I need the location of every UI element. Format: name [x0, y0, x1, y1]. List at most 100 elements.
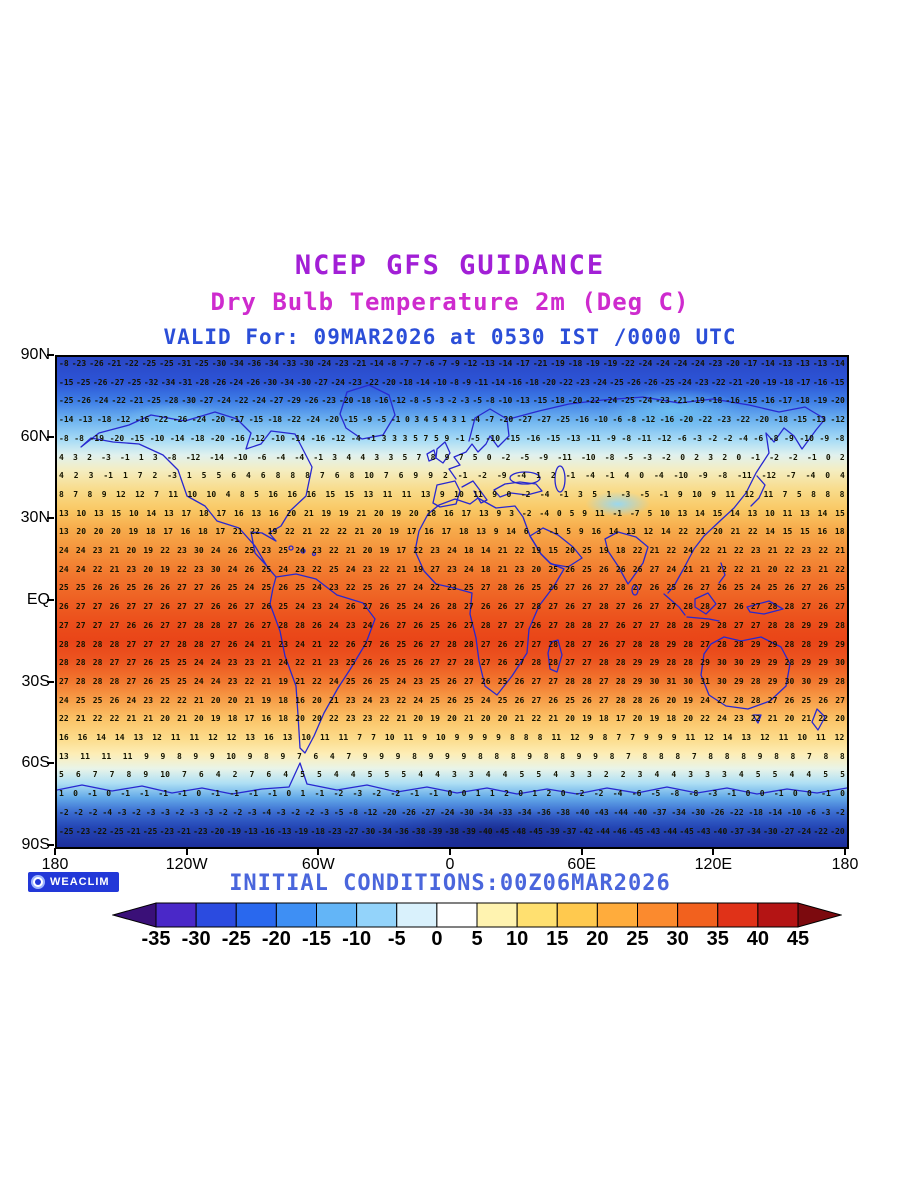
colorbar-tick-label: 40: [746, 928, 769, 950]
temperature-row: -25 -26 -24 -22 -21 -25 -28 -30 -27 -24 -22 -24 -27-…: [59, 396, 845, 406]
chart-title: NCEP GFS GUIDANCE: [294, 250, 606, 281]
colorbar-tick-label: 20: [586, 928, 609, 950]
temperature-row: 5 6 7 7 8 9 10 7 6 4 2 7 6 4 5 5 4 4 5 5 5 4 4 3 3 4 4 5 5 4 3 3 2 2 3 4 4 3 3…: [59, 770, 845, 780]
colorbar-tick-label: 45: [786, 928, 810, 950]
temperature-row: 8 7 8 9 12 12 7 11 10 10 4 8 5 16 16 16 15 15 13 11 11 13 9 10 1…: [59, 489, 845, 499]
temperature-row: -8 -8 -19 -20 -15 -10 -14 -18 -20 -16 -12 -10 -14 -16…: [59, 433, 845, 443]
temperature-row: -2 -2 -2 -4 -3 -2 -3 -3 -2 -3 -3 -2 -2 -3 -4 -3 -2 -2 -3 -5…: [59, 807, 845, 817]
colorbar-tick-label: 30: [666, 928, 689, 950]
temperature-row: 13 11 11 11 9 9 8 9 9 10 9 8 9 7 6 4 7 9 9 9 8 9 9 9 8 8 8 9 8 8 9 9 8 7 8…: [59, 751, 845, 761]
colorbar-tick-labels: -35 -30 -25 -20 -15 -10 -5 0 5 10 15 20 25 30 35 40 45: [112, 928, 842, 954]
initial-conditions-line: INITIAL CONDITIONS:00Z06MAR2026: [229, 871, 671, 896]
colorbar: [112, 902, 842, 928]
temperature-row: -8 -23 -26 -21 -22 -25 -25 -31 -25 -30 -34 -36 -34 -3…: [59, 359, 845, 368]
colorbar-segment: [677, 902, 719, 928]
lat-label: 30S: [21, 672, 50, 690]
colorbar-segment: [637, 902, 679, 928]
colorbar-segment: [396, 902, 438, 928]
lon-label: 180: [41, 856, 69, 873]
temperature-row: 27 28 28 28 27 26 25 25 24 24 23 22 21 19 21 22 24 25 26 25…: [59, 676, 845, 686]
lat-tick: [47, 517, 54, 520]
colorbar-segment: [596, 902, 638, 928]
temperature-row: 25 25 26 26 25 26 26 27 27 26 25 24 25 26 25 24 23 22 25 26…: [59, 583, 845, 593]
temperature-row: 22 21 22 22 21 21 20 21 20 19 18 17 16 18 20 20 22 23 23 22…: [59, 714, 845, 724]
lat-tick: [47, 435, 54, 438]
colorbar-segment: [757, 902, 799, 928]
lat-tick: [47, 680, 54, 683]
colorbar-tick-label: -15: [302, 928, 331, 950]
weaclim-logo-icon: [31, 875, 45, 889]
lat-label: 60S: [21, 754, 50, 772]
temperature-row: 4 3 2 -3 -1 1 3 -8 -12 -14 -10 -6 -4 -4 -1 3 4 4 3 3 5 7 8 9 7 5 0…: [59, 452, 845, 462]
temperature-row: 16 16 14 14 13 12 11 11 12 12 13 16 13 10 11 11 7 7 10 11 9 1…: [59, 733, 845, 742]
weaclim-logo: WEACLIM: [28, 872, 119, 892]
colorbar-tick-label: -10: [342, 928, 372, 950]
colorbar-segment: [556, 902, 598, 928]
lon-tick: [712, 848, 715, 855]
lat-label: 90S: [21, 836, 50, 853]
colorbar-right-arrow: [797, 902, 842, 928]
colorbar-tick-label: 15: [546, 928, 569, 950]
temperature-row: 1 0 -1 0 -1 -1 -1 -1 0 -1 -1 -1 -1 0 1 -1 -2 -3 -2 -2 -1 -1 0 0…: [59, 789, 845, 799]
lat-tick: [47, 354, 54, 356]
temperature-row: 4 2 3 -1 1 7 2 -3 1 5 5 6 4 6 8 8 8 7 6 8 10 7 6 9 9 2 -1 -2 -9 -4 1 2-…: [59, 471, 845, 481]
colorbar-tick-label: 10: [506, 928, 529, 950]
colorbar-tick-label: 35: [706, 928, 729, 950]
temperature-row: 27 27 27 27 26 26 27 27 28 28 27 26 27 28 28 26 24 23 24 26…: [59, 620, 845, 630]
temperature-row: 28 28 28 27 27 26 25 25 24 24 23 23 21 24 22 21 23 25 26 26…: [59, 658, 845, 668]
colorbar-segment: [195, 902, 237, 928]
temperature-row: -15 -25 -26 -27 -25 -32 -34 -31 -28 -26 -24 -26 -30-…: [59, 377, 845, 387]
lon-label: 0: [445, 856, 455, 873]
colorbar-segment: [235, 902, 277, 928]
colorbar-tick-label: 25: [626, 928, 649, 950]
chart-subtitle: Dry Bulb Temperature 2m (Deg C): [210, 288, 690, 316]
colorbar-segment: [275, 902, 317, 928]
temperature-row: 13 20 20 20 19 18 17 16 18 17 21 22 19 22 21 22 22 21 20 19…: [59, 527, 845, 537]
colorbar-segment: [316, 902, 358, 928]
valid-time-line: VALID For: 09MAR2026 at 0530 IST /0000 U…: [163, 325, 737, 349]
weaclim-logo-text: WEACLIM: [50, 876, 110, 888]
temperature-row: -25 -23 -22 -25 -21 -25 -23 -21 -23 -20 -19 -13 -16-…: [59, 826, 845, 836]
lon-label: 180: [831, 856, 859, 873]
lon-tick: [844, 848, 846, 855]
colorbar-segment: [516, 902, 558, 928]
temperature-row: 24 24 22 21 23 20 19 22 23 30 24 26 25 24 23 22 25 24 23 22…: [59, 564, 845, 574]
colorbar-tick-label: 0: [431, 928, 443, 950]
colorbar-tick-label: -35: [141, 928, 171, 950]
lon-label: 120E: [694, 856, 733, 873]
lon-tick: [449, 848, 451, 855]
temperature-row: 24 25 25 26 24 23 22 22 21 20 20 21 19 18 16 20 21 23 24 23…: [59, 695, 845, 705]
lon-tick: [317, 848, 320, 855]
temperature-row: -14 -13 -18 -12 -16 -22 -26 -24 -20 -17 -15 -18 -22-…: [59, 415, 845, 425]
lat-tick: [47, 762, 54, 765]
lat-tick: [47, 844, 54, 846]
lat-label: 30N: [20, 509, 50, 527]
colorbar-tick-label: -25: [221, 928, 251, 950]
lon-tick: [185, 848, 188, 855]
temperature-row: 28 28 28 28 27 27 27 28 28 27 26 24 21 23 24 21 22 26 27 26…: [59, 639, 845, 649]
colorbar-tick-label: -5: [387, 928, 406, 950]
lat-tick: [47, 599, 54, 601]
temperature-row: 26 27 27 26 27 27 26 27 27 26 26 27 26 25 24 23 24 26 27 26…: [59, 602, 845, 612]
colorbar-segment: [476, 902, 518, 928]
world-temperature-map: -8 -23 -26 -21 -22 -25 -25 -31 -25 -30 -34 -36 -34 -3…: [55, 355, 849, 849]
lon-label: 120W: [165, 856, 208, 873]
colorbar-left-arrow: [112, 902, 157, 928]
lon-tick: [580, 848, 583, 855]
lat-label: 60N: [20, 427, 50, 445]
temperature-row: 13 10 13 15 10 14 13 17 18 17 16 13 16 20 21 19 19 21 20 19…: [59, 508, 845, 518]
colorbar-tick-label: -30: [181, 928, 211, 950]
lat-label: EQ: [26, 591, 50, 608]
colorbar-segment: [356, 902, 398, 928]
lon-label: 60E: [567, 856, 596, 873]
colorbar-segment: [155, 902, 197, 928]
lon-label: 60W: [301, 856, 335, 873]
lat-label: 90N: [20, 346, 50, 363]
lon-tick: [54, 848, 56, 855]
colorbar-tick-label: 5: [471, 928, 483, 950]
temperature-row: 24 24 23 21 20 19 22 23 30 24 26 25 23 25 24 23 22 21 20 19…: [59, 546, 845, 555]
colorbar-segment: [717, 902, 759, 928]
colorbar-segment: [436, 902, 478, 928]
colorbar-tick-label: -20: [261, 928, 291, 950]
